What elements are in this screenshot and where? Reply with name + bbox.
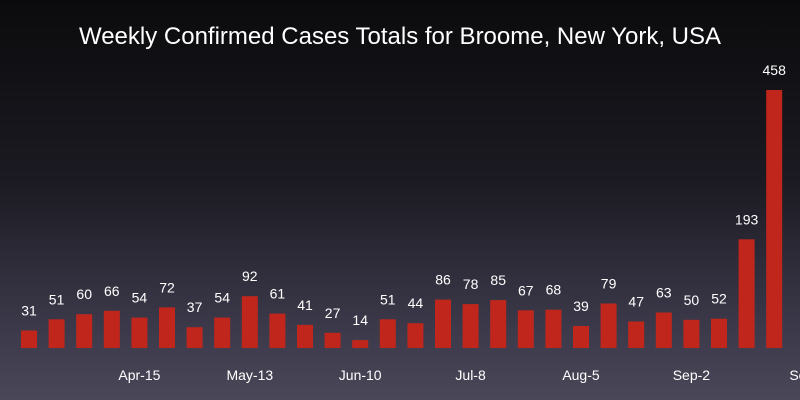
bar-8: [241, 296, 258, 348]
data-label-0: 31: [21, 303, 37, 319]
x-tick-label-1: May-13: [226, 367, 273, 383]
x-tick-label-3: Jul-8: [455, 367, 486, 383]
bar-20: [573, 326, 589, 348]
data-label-24: 50: [684, 292, 700, 308]
data-label-14: 44: [408, 295, 424, 311]
x-tick-label-5: Sep-2: [673, 367, 711, 383]
bar-9: [269, 313, 286, 348]
data-label-27: 458: [763, 62, 787, 78]
data-label-18: 67: [518, 282, 534, 298]
x-tick-label-6: Sep: [789, 367, 800, 383]
bar-0: [21, 330, 37, 348]
bar-12: [352, 340, 369, 348]
data-label-12: 14: [352, 312, 368, 328]
data-label-10: 41: [297, 297, 313, 313]
data-label-15: 86: [435, 272, 451, 288]
bar-26: [738, 239, 755, 348]
bar-14: [407, 323, 424, 348]
data-label-8: 92: [242, 268, 258, 284]
bar-3: [103, 310, 120, 348]
data-label-19: 68: [546, 282, 562, 298]
data-label-5: 72: [159, 279, 175, 295]
bar-16: [462, 304, 479, 348]
bar-5: [159, 307, 175, 348]
bar-24: [683, 319, 700, 348]
bar-1: [48, 319, 65, 348]
data-label-23: 63: [656, 285, 672, 301]
data-label-11: 27: [325, 305, 341, 321]
data-label-3: 66: [104, 283, 120, 299]
x-tick-group: Apr-15 May-13 Jun-10 Jul-8 Aug-5 Sep-2 Sep: [118, 367, 800, 383]
data-label-4: 54: [132, 290, 148, 306]
bar-19: [545, 309, 562, 348]
x-tick-label-2: Jun-10: [339, 367, 382, 383]
data-label-7: 54: [214, 290, 230, 306]
bar-13: [379, 319, 396, 348]
bar-18: [517, 310, 534, 348]
data-label-20: 39: [573, 298, 589, 314]
bar-17: [490, 300, 507, 348]
bar-group: [21, 90, 783, 348]
bar-23: [655, 312, 672, 348]
bar-4: [131, 317, 148, 348]
bar-6: [186, 327, 203, 348]
data-label-9: 61: [270, 286, 286, 302]
data-label-22: 47: [628, 294, 644, 310]
data-label-21: 79: [601, 276, 617, 292]
bar-22: [628, 321, 645, 348]
bar-27: [766, 90, 783, 348]
data-label-6: 37: [187, 299, 203, 315]
bar-11: [324, 332, 341, 348]
data-label-26: 193: [735, 211, 759, 227]
x-tick-label-4: Aug-5: [562, 367, 600, 383]
data-label-25: 52: [711, 291, 727, 307]
data-label-2: 60: [76, 286, 92, 302]
bar-10: [297, 324, 313, 348]
x-tick-label-0: Apr-15: [118, 367, 160, 383]
data-label-13: 51: [380, 291, 396, 307]
bar-7: [214, 317, 231, 348]
data-label-17: 85: [490, 272, 506, 288]
data-label-16: 78: [463, 276, 479, 292]
bar-2: [76, 314, 93, 348]
data-label-group: 31 51 60 66 54 72 37 54 92 61 41 27 14 51 44 86 78 85 67 68…: [21, 62, 786, 328]
bar-15: [435, 299, 451, 348]
chart-title: Weekly Confirmed Cases Totals for Broome…: [79, 23, 721, 50]
bar-25: [711, 318, 727, 348]
data-label-1: 51: [49, 291, 65, 307]
bar-21: [600, 303, 617, 348]
